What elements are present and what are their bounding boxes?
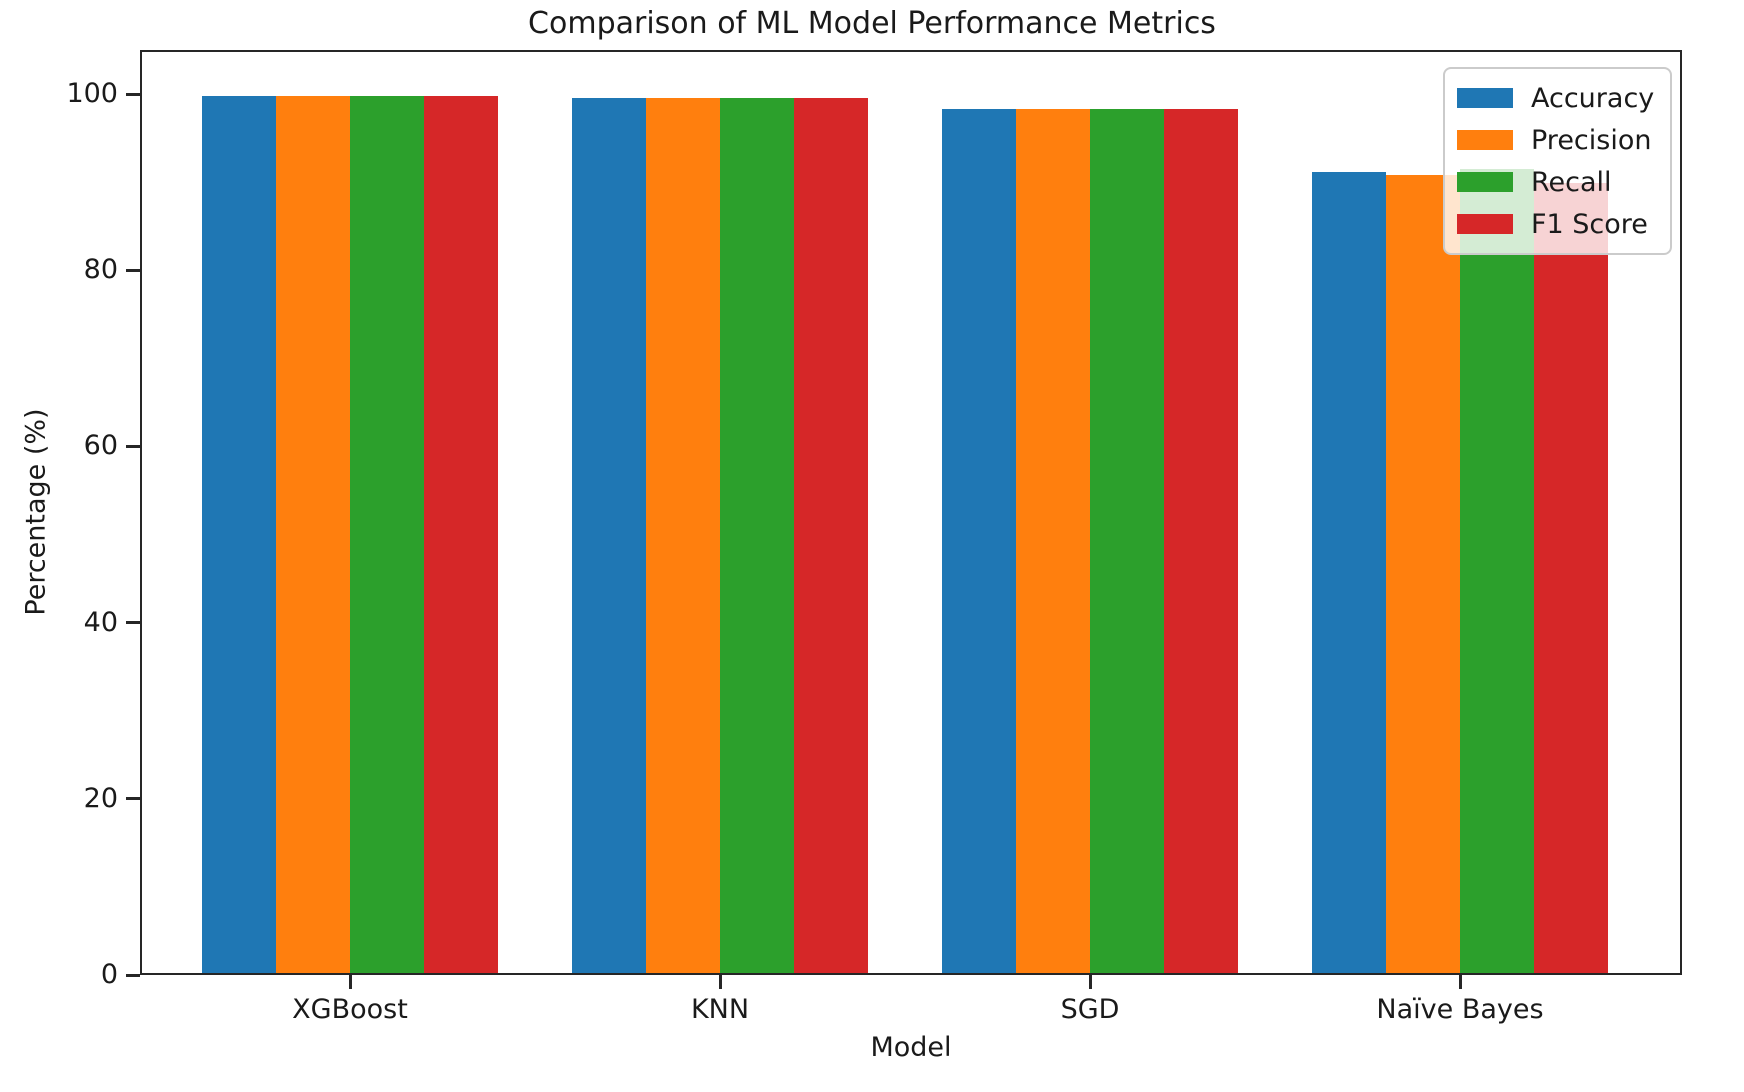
y-tick-label: 80 [83, 254, 118, 286]
legend-swatch [1457, 214, 1513, 234]
y-tick-mark [126, 92, 140, 96]
y-tick-mark [126, 797, 140, 801]
y-tick-label: 60 [83, 430, 118, 462]
bar-precision [1386, 175, 1460, 975]
legend-item: Accuracy [1457, 77, 1654, 119]
bar-f1-score [1534, 183, 1608, 975]
bar-accuracy [572, 97, 646, 975]
bar-precision [646, 97, 720, 975]
y-tick-mark [126, 621, 140, 625]
bar-recall [1460, 168, 1534, 975]
legend-item: F1 Score [1457, 203, 1654, 245]
legend-label: Precision [1531, 124, 1652, 156]
y-tick-mark [126, 268, 140, 272]
x-tick-label: SGD [1060, 994, 1120, 1025]
bar-precision [276, 95, 350, 975]
bar-recall [1090, 109, 1164, 975]
legend-item: Precision [1457, 119, 1654, 161]
bar-recall [720, 97, 794, 975]
legend-label: Recall [1531, 166, 1612, 198]
y-tick-label: 100 [66, 78, 118, 110]
bar-f1-score [424, 95, 498, 975]
chart-title: Comparison of ML Model Performance Metri… [528, 6, 1216, 41]
legend-label: F1 Score [1531, 208, 1648, 240]
legend-item: Recall [1457, 161, 1654, 203]
x-tick-mark [1088, 975, 1092, 989]
x-tick-mark [348, 975, 352, 989]
bar-precision [1016, 109, 1090, 975]
bar-recall [350, 95, 424, 975]
x-tick-mark [1458, 975, 1462, 989]
legend-swatch [1457, 130, 1513, 150]
legend-swatch [1457, 172, 1513, 192]
y-tick-label: 40 [83, 606, 118, 638]
legend-label: Accuracy [1531, 82, 1655, 114]
x-axis-label: Model [870, 1032, 952, 1063]
x-tick-mark [718, 975, 722, 989]
bar-accuracy [202, 95, 276, 975]
y-tick-label: 20 [83, 782, 118, 814]
y-tick-label: 0 [100, 959, 118, 990]
x-tick-label: KNN [690, 994, 750, 1025]
bar-accuracy [1312, 172, 1386, 975]
x-tick-label: Naïve Bayes [1376, 994, 1544, 1025]
bar-accuracy [942, 109, 1016, 975]
bar-f1-score [1164, 109, 1238, 975]
y-tick-mark [126, 973, 140, 977]
legend-swatch [1457, 88, 1513, 108]
legend: Accuracy Precision Recall F1 Score [1443, 67, 1673, 255]
x-tick-label: XGBoost [292, 994, 408, 1025]
y-tick-mark [126, 444, 140, 448]
bar-f1-score [794, 97, 868, 975]
